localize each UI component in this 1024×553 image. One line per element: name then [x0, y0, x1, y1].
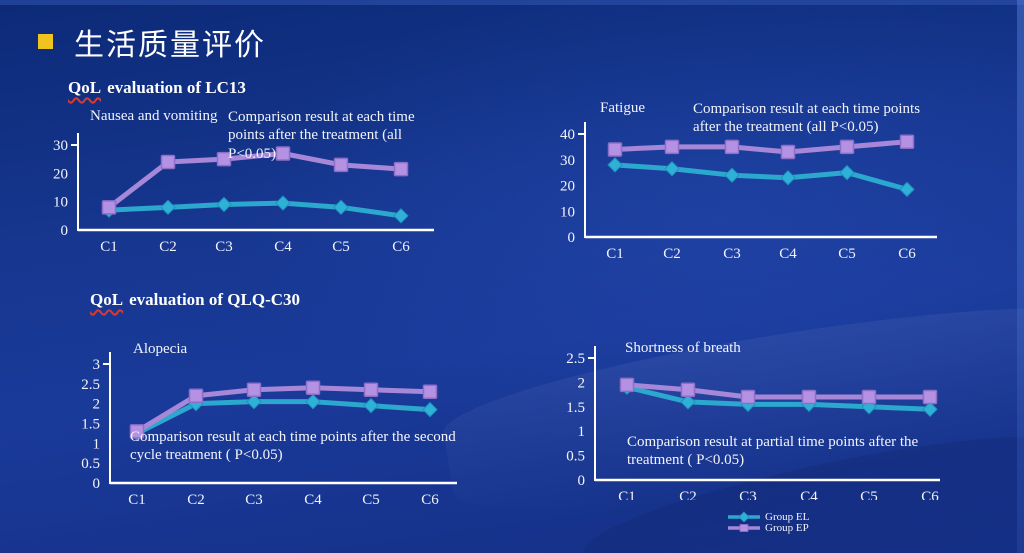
svg-text:2.5: 2.5 [566, 351, 585, 367]
svg-text:40: 40 [560, 127, 575, 143]
chart-shortness-of-breath: 0 0.5 1 1.5 2 2.5 C1 C2 C3 C4 C5 C6 Shortness of br… [543, 335, 947, 500]
shortness-of-breath-plot: 0 0.5 1 1.5 2 2.5 C1 C2 C3 C4 C5 C6 [566, 346, 940, 500]
chart-note-nausea: Comparison result at each time points af… [228, 109, 415, 162]
top-edge-strip [0, 0, 1024, 5]
group-el-line-icon [728, 511, 760, 522]
chart-note-alopecia: Comparison result at each time points af… [130, 429, 456, 464]
svg-text:C5: C5 [332, 239, 350, 255]
chart-nausea-vomiting: 0 10 20 30 C1 C2 C3 C4 C5 C6 Nausea and vomiting … [40, 100, 442, 272]
svg-text:10: 10 [560, 204, 575, 220]
svg-text:C3: C3 [215, 239, 233, 255]
svg-text:C6: C6 [898, 246, 916, 262]
svg-text:20: 20 [53, 166, 68, 182]
right-edge-strip [1017, 0, 1024, 553]
legend-row-group-el: Group EL [727, 510, 810, 523]
svg-text:1.5: 1.5 [81, 417, 100, 433]
svg-text:0.5: 0.5 [566, 449, 585, 465]
svg-text:C5: C5 [860, 489, 878, 500]
svg-text:C3: C3 [245, 492, 263, 508]
svg-text:C4: C4 [800, 489, 818, 500]
svg-text:30: 30 [53, 138, 68, 154]
chart-legend: Group EL Group EP [727, 510, 810, 534]
heading-qol-lc13-rest: evaluation of LC13 [107, 78, 246, 97]
svg-text:1.5: 1.5 [566, 400, 585, 416]
svg-text:C3: C3 [739, 489, 757, 500]
legend-label-group-ep: Group EP [765, 521, 809, 534]
chart-fatigue: 0 10 20 30 40 C1 C2 C3 C4 C5 C6 Fatigue Comparison… [543, 90, 947, 270]
svg-text:20: 20 [560, 179, 575, 195]
title-bullet-icon [38, 34, 53, 49]
svg-text:C1: C1 [100, 239, 118, 255]
svg-text:C2: C2 [679, 489, 697, 500]
svg-text:1: 1 [578, 424, 586, 440]
heading-qol-lc13: QoL evaluation of LC13 [68, 78, 246, 98]
chart-title-alopecia: Alopecia [133, 341, 188, 357]
fatigue-plot: 0 10 20 30 40 C1 C2 C3 C4 C5 C6 [560, 122, 937, 262]
chart-alopecia: 0 0.5 1 1.5 2 2.5 3 C1 C2 C3 C4 C5 C6 Alopecia Compa… [58, 335, 464, 521]
svg-text:0: 0 [568, 230, 576, 246]
svg-text:C2: C2 [159, 239, 177, 255]
group-ep-line-icon [728, 524, 760, 532]
svg-text:C5: C5 [838, 246, 856, 262]
slide-title: 生活质量评价 [74, 29, 266, 62]
chart-title-nausea: Nausea and vomiting [90, 108, 218, 124]
svg-text:2.5: 2.5 [81, 377, 100, 393]
alopecia-plot: 0 0.5 1 1.5 2 2.5 3 C1 C2 C3 C4 C5 C6 [81, 352, 457, 508]
heading-qol-qlqc30-rest: evaluation of QLQ-C30 [129, 290, 301, 309]
svg-text:C3: C3 [723, 246, 741, 262]
svg-text:0.5: 0.5 [81, 456, 100, 472]
legend-row-group-ep: Group EP [727, 521, 809, 534]
svg-text:0: 0 [61, 223, 69, 239]
svg-text:2: 2 [93, 397, 101, 413]
nausea-vomiting-plot: 0 10 20 30 C1 C2 C3 C4 C5 C6 [53, 133, 434, 255]
svg-text:C6: C6 [392, 239, 410, 255]
svg-text:C1: C1 [128, 492, 146, 508]
heading-qol-qlqc30-highlight: QoL [90, 290, 124, 309]
chart-note-fatigue: Comparison result at each time points af… [693, 101, 921, 136]
heading-qol-qlqc30: QoL evaluation of QLQ-C30 [90, 290, 300, 310]
svg-text:C4: C4 [779, 246, 797, 262]
svg-text:2: 2 [578, 375, 586, 391]
svg-text:C6: C6 [921, 489, 939, 500]
chart-note-shortness: Comparison result at partial time points… [627, 434, 919, 469]
svg-text:C2: C2 [663, 246, 681, 262]
svg-text:C2: C2 [187, 492, 205, 508]
svg-text:0: 0 [93, 476, 101, 492]
svg-text:30: 30 [560, 153, 575, 169]
svg-text:C1: C1 [606, 246, 624, 262]
svg-text:C6: C6 [421, 492, 439, 508]
svg-text:10: 10 [53, 195, 68, 211]
svg-text:3: 3 [93, 357, 101, 373]
chart-title-shortness: Shortness of breath [625, 340, 741, 356]
svg-text:C4: C4 [304, 492, 322, 508]
svg-text:C1: C1 [618, 489, 636, 500]
heading-qol-lc13-highlight: QoL [68, 78, 102, 97]
svg-text:0: 0 [578, 473, 586, 489]
svg-text:C4: C4 [274, 239, 292, 255]
legend-label-group-el: Group EL [765, 510, 810, 523]
svg-text:C5: C5 [362, 492, 380, 508]
chart-title-fatigue: Fatigue [600, 100, 645, 116]
svg-text:1: 1 [93, 436, 101, 452]
